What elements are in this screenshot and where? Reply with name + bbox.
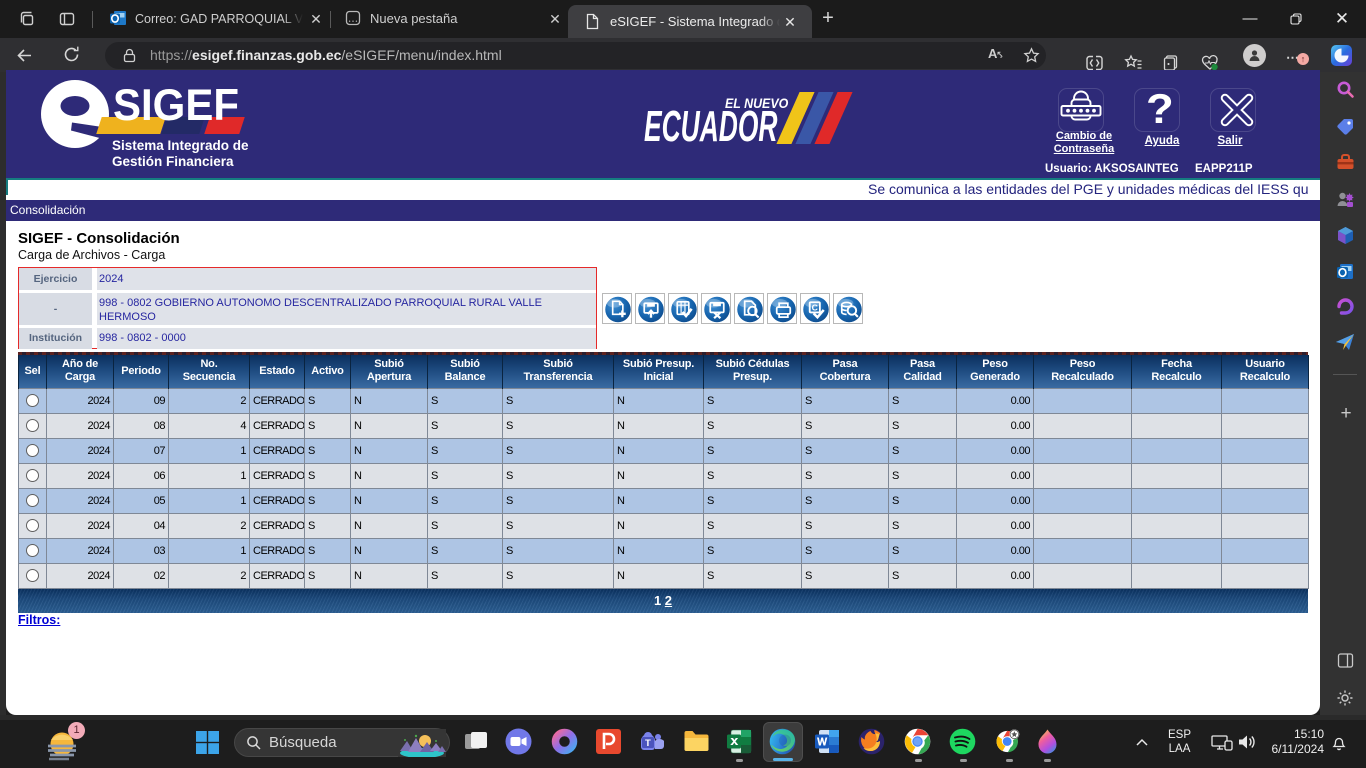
svg-text:C: C — [812, 303, 819, 313]
svg-text:T: T — [645, 738, 651, 749]
